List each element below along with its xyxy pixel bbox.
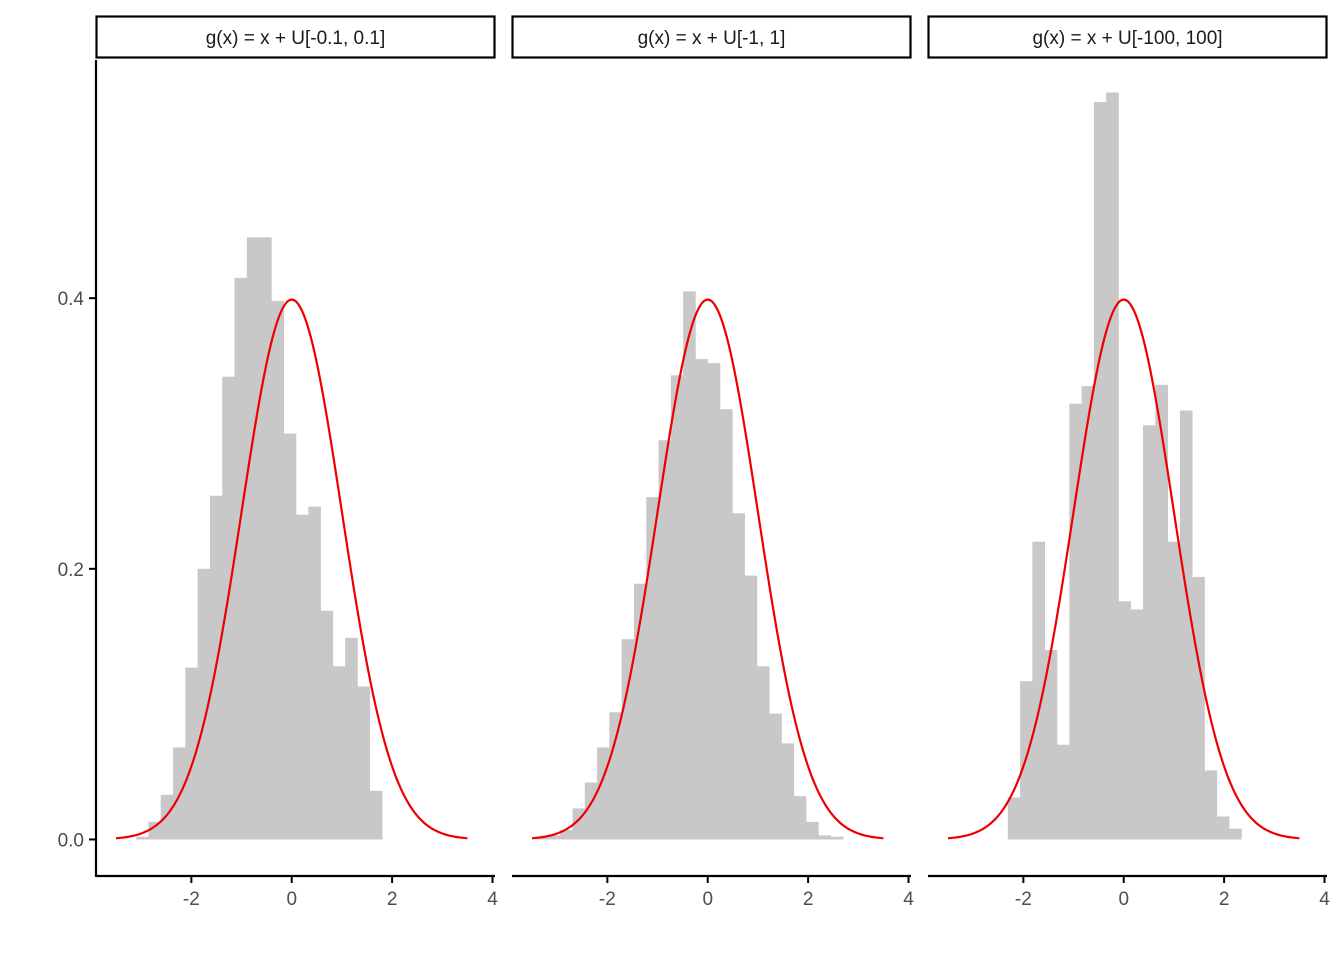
histogram-bar: [781, 743, 795, 840]
histogram-bar: [560, 829, 573, 840]
x-tick-label: 2: [803, 889, 814, 910]
x-tick-label: 4: [903, 889, 914, 910]
histogram-bar: [1179, 410, 1193, 840]
facet-strip: g(x) = x + U[-0.1, 0.1]: [95, 15, 496, 59]
histogram-bar: [707, 363, 721, 840]
histogram-bar: [720, 409, 733, 840]
histogram-bar: [1143, 425, 1156, 840]
histogram-bar: [308, 506, 321, 840]
y-tick-label: 0.4: [58, 289, 85, 310]
histogram-bar: [1081, 386, 1095, 840]
histogram-bar: [1093, 101, 1107, 840]
x-tick-label: 0: [286, 889, 297, 910]
histogram-bar: [271, 300, 285, 840]
panels-layer: g(x) = x + U[-0.1, 0.1]-2 0 2 4g(x) = x + U…: [95, 15, 1330, 910]
x-tick-label: 4: [1319, 889, 1330, 910]
y-tick-label: 0.0: [58, 830, 84, 851]
histogram-bar: [683, 291, 696, 840]
histogram-bar: [345, 637, 358, 840]
histogram-bar: [670, 375, 684, 840]
histogram-bar: [234, 277, 248, 840]
histogram-bar: [547, 835, 561, 840]
histogram-bar: [1130, 609, 1144, 840]
histogram-bar: [793, 796, 807, 840]
histogram-bar: [1155, 384, 1168, 840]
histogram-bars: [136, 237, 383, 840]
y-axis: 0.0 0.2 0.4: [58, 60, 98, 877]
x-tick-label: -2: [599, 889, 616, 910]
x-tick-label: -2: [183, 889, 200, 910]
histogram-bar: [806, 821, 819, 840]
histogram-bar: [609, 712, 622, 840]
histogram-bar: [1032, 541, 1045, 840]
histogram-bar: [1229, 828, 1242, 840]
histogram-bar: [1056, 744, 1070, 840]
histogram-bars: [535, 291, 844, 840]
facet-strip-label: g(x) = x + U[-100, 100]: [1032, 28, 1222, 49]
histogram-bar: [646, 497, 659, 840]
histogram-bar: [222, 376, 235, 840]
histogram-bar: [332, 666, 346, 840]
normal-density-curve: [115, 298, 468, 840]
histogram-bar: [246, 237, 260, 840]
histogram-bar: [769, 713, 782, 840]
panel-2: g(x) = x + U[-1, 1] -2 0 2 4: [511, 15, 914, 910]
histogram-bar: [597, 747, 610, 840]
facet-strip-box: [511, 15, 912, 59]
facet-strip: g(x) = x + U[-1, 1]: [511, 15, 912, 59]
histogram-bar: [1204, 770, 1218, 840]
facet-strip-label: g(x) = x + U[-0.1, 0.1]: [206, 28, 386, 49]
x-tick-label: 0: [1118, 889, 1129, 910]
normal-density-curve: [947, 298, 1300, 840]
histogram-bar: [1106, 92, 1119, 840]
panel-1: g(x) = x + U[-0.1, 0.1] -2 0 2 4: [95, 15, 498, 910]
histogram-bar: [1167, 541, 1181, 840]
histogram-bars: [1007, 92, 1242, 840]
histogram-bar: [818, 835, 831, 840]
histogram-bar: [259, 237, 272, 840]
histogram-bar: [185, 667, 198, 840]
histogram-bar: [160, 794, 174, 840]
histogram-bar: [744, 575, 758, 840]
x-tick-label: -2: [1015, 889, 1032, 910]
histogram-bar: [830, 836, 844, 840]
histogram-bar: [1192, 576, 1205, 840]
histogram-bar: [296, 514, 309, 840]
histogram-bar: [756, 666, 770, 840]
histogram-bar: [621, 639, 635, 840]
facet-strip-box: [95, 15, 496, 59]
panel-3: g(x) = x + U[-100, 100] -2 0 2 4: [927, 15, 1330, 910]
x-tick-label: 2: [1219, 889, 1230, 910]
facet-strip: g(x) = x + U[-100, 100]: [927, 15, 1328, 59]
histogram-bar: [695, 359, 709, 840]
x-tick-label: 0: [702, 889, 713, 910]
histogram-bar: [148, 821, 162, 840]
histogram-bar: [1118, 601, 1132, 840]
histogram-bar: [197, 568, 211, 840]
histogram-bar: [320, 610, 334, 840]
histogram-bar: [369, 790, 383, 840]
normal-density-curve: [531, 298, 884, 840]
histogram-bar: [1044, 650, 1058, 840]
histogram-bar: [633, 583, 647, 840]
histogram-bar: [283, 433, 297, 840]
x-tick-label: 4: [487, 889, 498, 910]
histogram-bar: [658, 440, 672, 840]
histogram-bar: [1007, 797, 1021, 840]
facet-strip-box: [927, 15, 1328, 59]
histogram-bar: [136, 836, 149, 840]
facet-strip-label: g(x) = x + U[-1, 1]: [638, 28, 786, 49]
y-tick-label: 0.2: [58, 560, 84, 581]
histogram-bar: [1216, 816, 1230, 840]
histogram-bar: [357, 686, 371, 840]
histogram-bar: [732, 513, 745, 840]
x-tick-label: 2: [387, 889, 398, 910]
